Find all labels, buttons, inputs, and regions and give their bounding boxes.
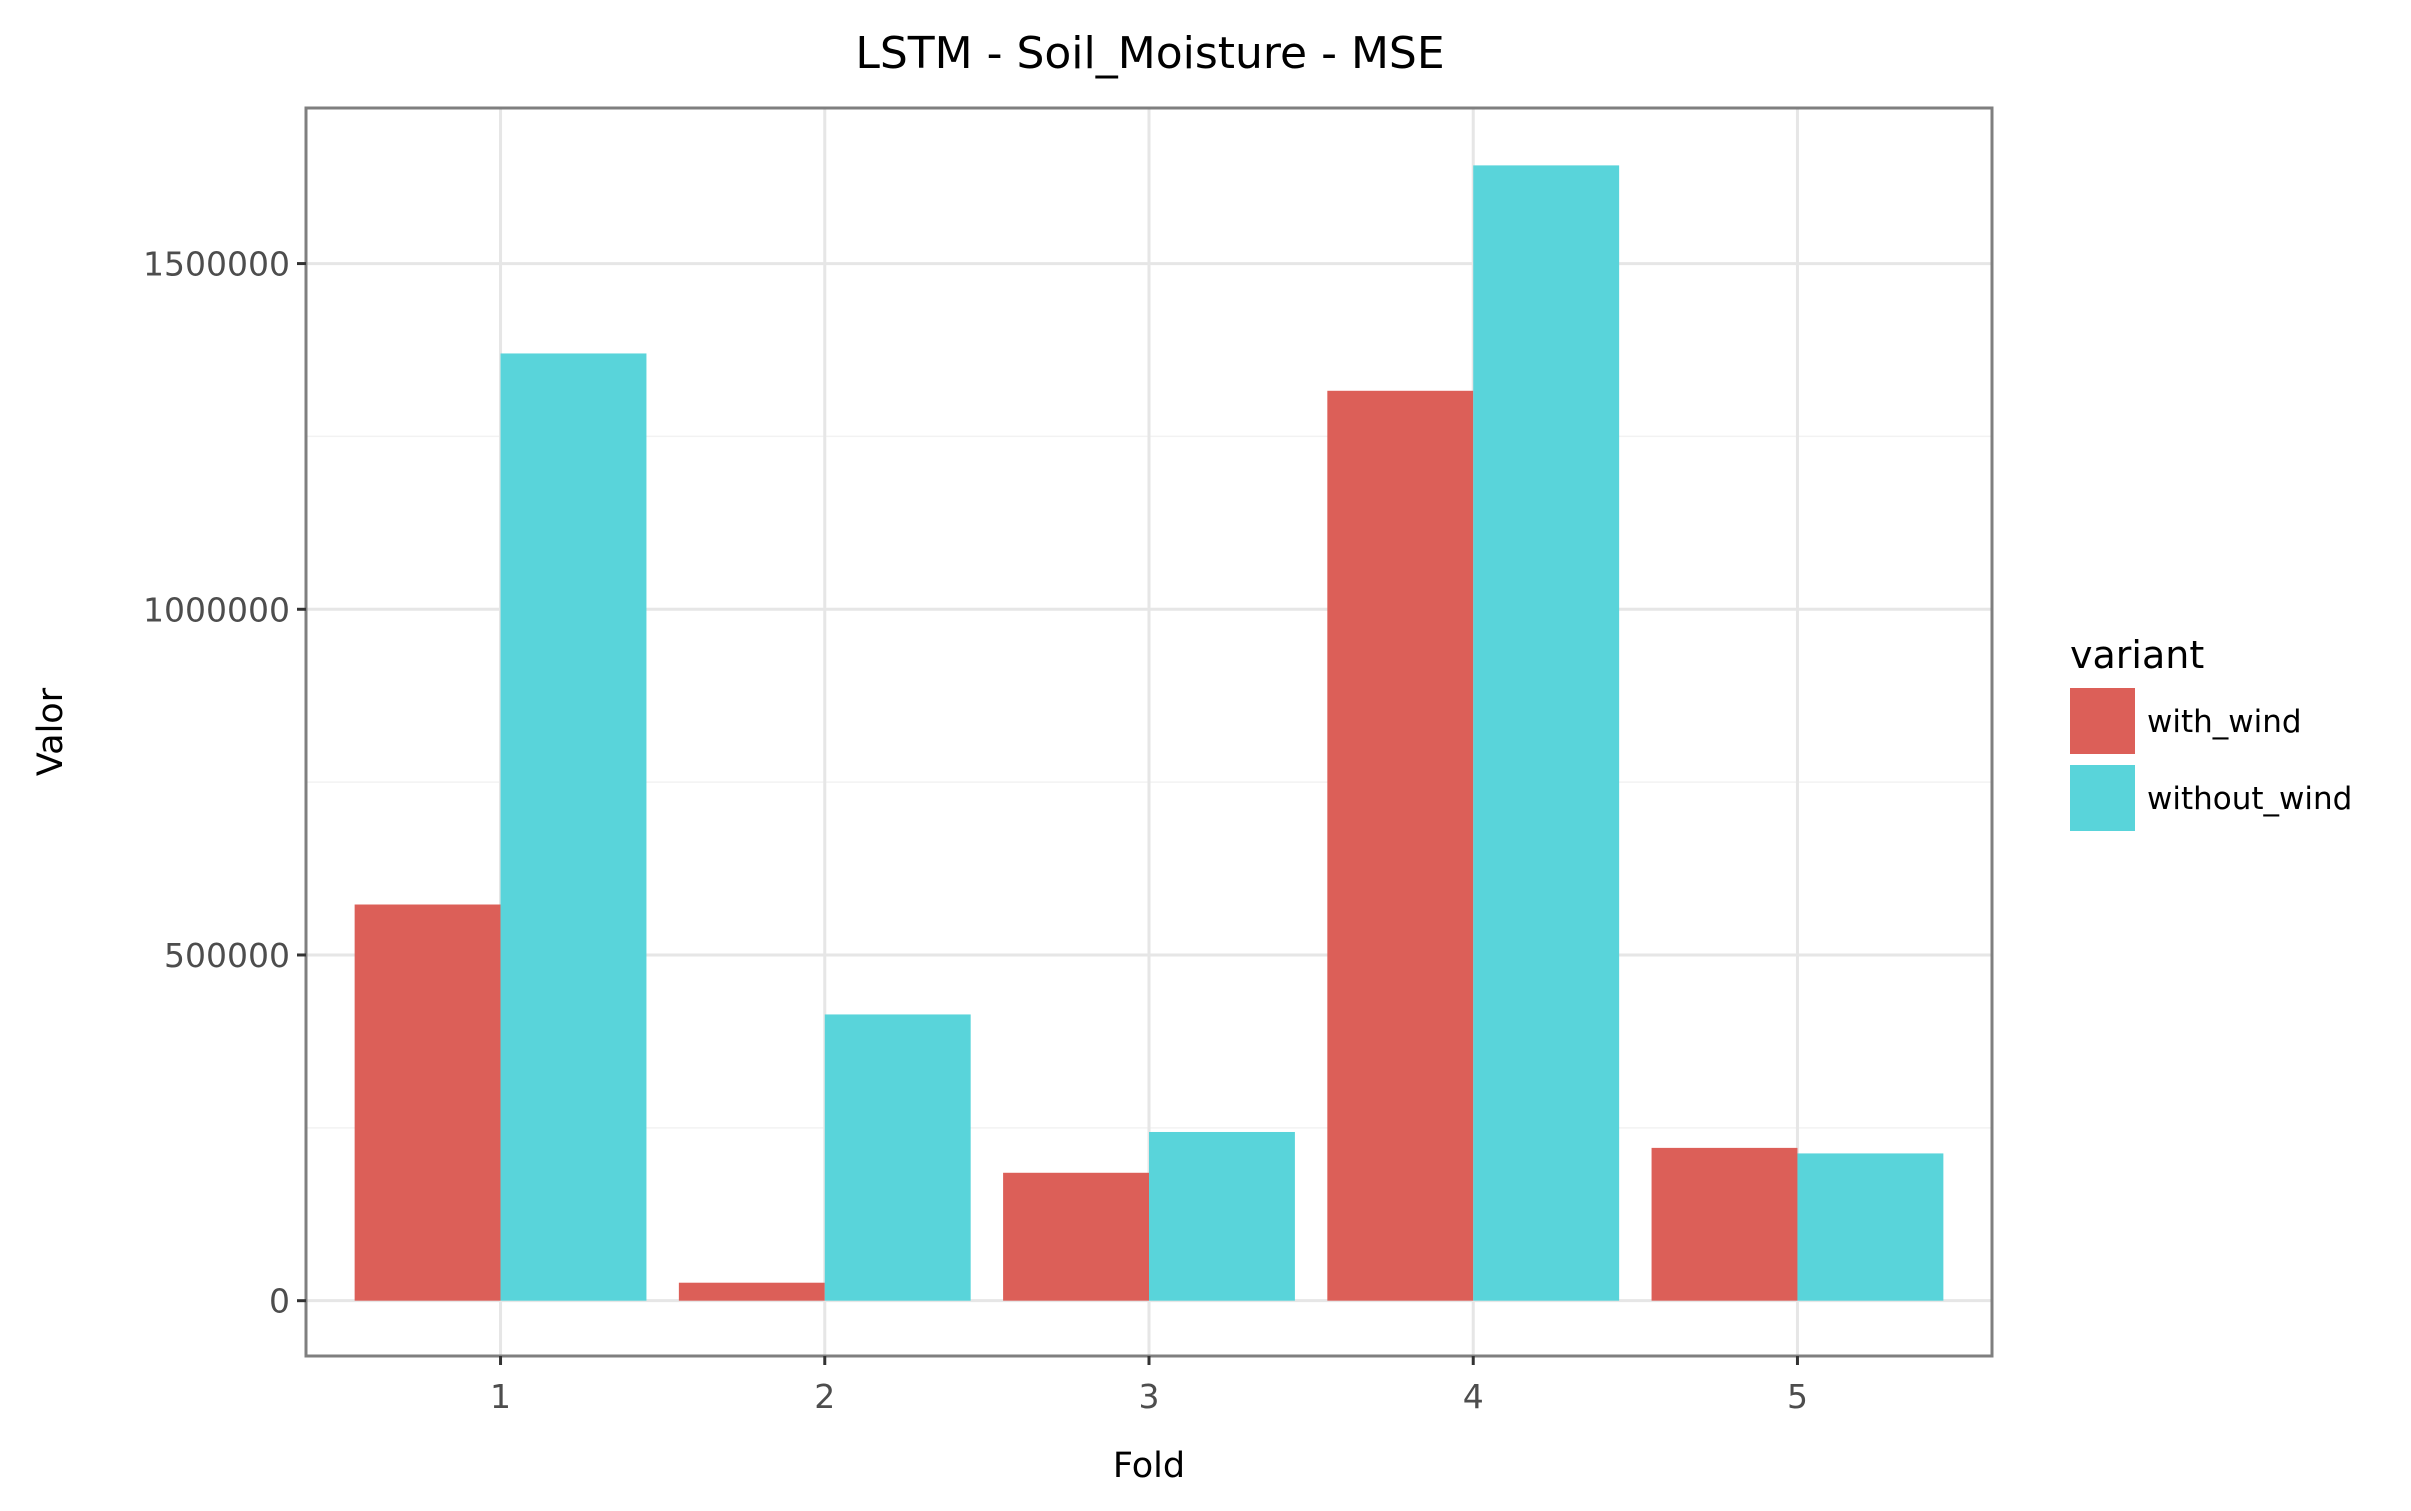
bar-with_wind-fold-1 — [354, 904, 501, 1301]
x-tick-label: 5 — [1787, 1377, 1808, 1416]
legend-title: variant — [2070, 633, 2204, 677]
bar-without_wind-fold-1 — [500, 353, 647, 1301]
x-tick-label: 4 — [1463, 1377, 1484, 1416]
y-axis: 0 500000 1000000 1500000 — [143, 245, 306, 1321]
y-axis-title: Valor — [31, 687, 71, 776]
y-tick-label: 0 — [269, 1282, 290, 1321]
y-tick-label: 1500000 — [143, 245, 290, 284]
legend-label-without_wind: without_wind — [2147, 781, 2352, 817]
chart-title: LSTM - Soil_Moisture - MSE — [855, 28, 1444, 79]
bar-without_wind-fold-5 — [1797, 1153, 1944, 1301]
x-axis-title: Fold — [1113, 1446, 1185, 1486]
x-axis: 1 2 3 4 5 — [490, 1356, 1808, 1416]
plot-panel — [304, 106, 1994, 1358]
bar-with_wind-fold-5 — [1651, 1147, 1798, 1301]
x-tick-label: 3 — [1139, 1377, 1160, 1416]
bar-without_wind-fold-2 — [824, 1014, 971, 1301]
bar-with_wind-fold-2 — [678, 1282, 825, 1301]
x-tick-label: 1 — [490, 1377, 511, 1416]
x-tick-label: 2 — [814, 1377, 835, 1416]
legend-key-without_wind — [2070, 765, 2135, 831]
legend-label-with_wind: with_wind — [2147, 704, 2302, 740]
bar-without_wind-fold-4 — [1473, 165, 1620, 1301]
bar-without_wind-fold-3 — [1149, 1131, 1295, 1301]
bar-with_wind-fold-4 — [1327, 390, 1474, 1301]
bars — [354, 165, 1944, 1301]
y-tick-label: 1000000 — [143, 590, 290, 629]
legend: variant with_wind without_wind — [2070, 633, 2352, 831]
legend-key-with_wind — [2070, 688, 2135, 754]
y-tick-label: 500000 — [164, 936, 290, 975]
bar-with_wind-fold-3 — [1003, 1172, 1149, 1301]
